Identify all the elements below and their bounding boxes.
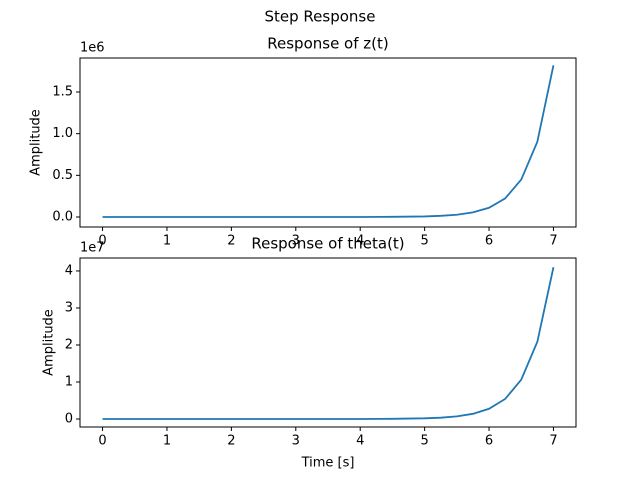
y-tick-label: 0.5 bbox=[52, 168, 73, 183]
x-tick-label: 5 bbox=[420, 434, 428, 449]
x-tick-label: 7 bbox=[549, 234, 557, 249]
y-axis-label: Amplitude bbox=[29, 109, 44, 176]
x-tick-label: 7 bbox=[549, 434, 557, 449]
y-tick-label: 4 bbox=[65, 263, 73, 278]
y-tick-label: 1 bbox=[65, 374, 73, 389]
figure-title: Step Response bbox=[265, 8, 376, 26]
x-tick-label: 2 bbox=[227, 234, 235, 249]
y-tick-label: 3 bbox=[65, 300, 73, 315]
y-tick-label: 1.5 bbox=[52, 85, 73, 100]
y-offset-label: 1e7 bbox=[80, 241, 105, 256]
x-tick-label: 3 bbox=[292, 234, 300, 249]
y-tick-label: 1.0 bbox=[52, 126, 73, 141]
x-tick-label: 2 bbox=[227, 434, 235, 449]
x-tick-label: 4 bbox=[356, 234, 364, 249]
x-tick-label: 1 bbox=[163, 234, 171, 249]
x-tick-label: 5 bbox=[420, 234, 428, 249]
y-offset-label: 1e6 bbox=[80, 41, 105, 56]
y-axis-label: Amplitude bbox=[42, 309, 57, 376]
x-tick-label: 6 bbox=[485, 434, 493, 449]
axes-frame bbox=[79, 57, 577, 228]
y-tick-label: 0 bbox=[65, 412, 73, 427]
x-tick-label: 1 bbox=[163, 434, 171, 449]
y-tick-label: 2 bbox=[65, 337, 73, 352]
line bbox=[102, 267, 555, 420]
x-tick-label: 6 bbox=[485, 234, 493, 249]
x-tick-label: 0 bbox=[98, 234, 106, 249]
x-axis-label: Time [s] bbox=[301, 456, 355, 471]
line bbox=[102, 65, 555, 218]
axes-title: Response of theta(t) bbox=[251, 235, 404, 253]
x-tick-label: 0 bbox=[98, 434, 106, 449]
axes-frame bbox=[79, 257, 577, 428]
x-tick-label: 4 bbox=[356, 434, 364, 449]
x-tick-label: 3 bbox=[292, 434, 300, 449]
y-tick-label: 0.0 bbox=[52, 210, 73, 225]
axes-title: Response of z(t) bbox=[267, 35, 389, 53]
